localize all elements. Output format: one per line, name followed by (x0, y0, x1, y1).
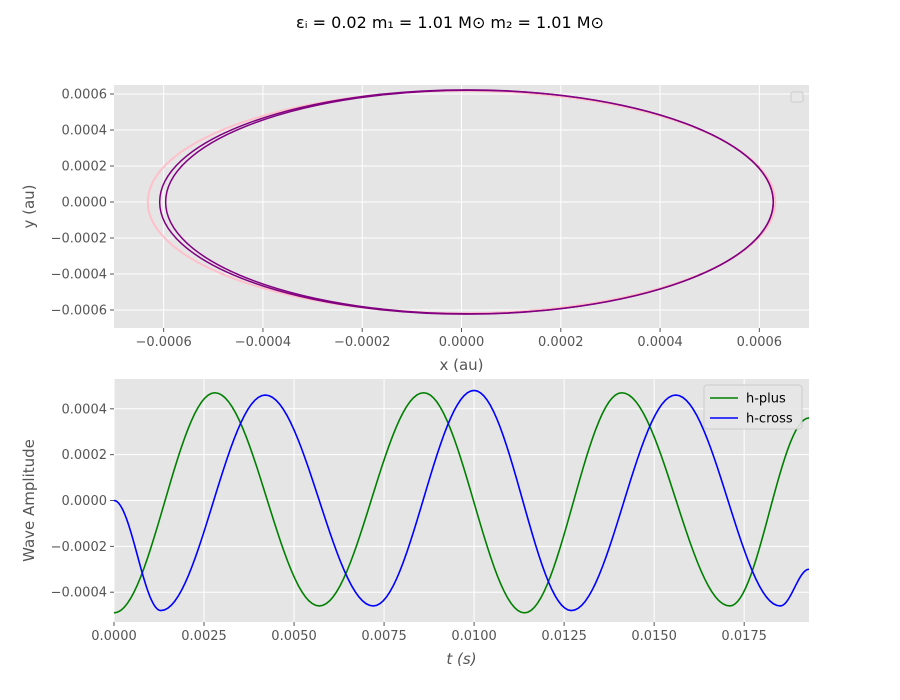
waveform-plot-y-axis-label: Wave Amplitude (20, 439, 38, 562)
waveform-plot-x-ticks: 0.0000 0.0025 0.0050 0.0075 0.0100 0.0125 0.01… (91, 622, 767, 644)
x-tick-label: 0.0004 (637, 335, 683, 350)
orbit-plot-series (146, 89, 777, 315)
waveform-plot-grid (113, 379, 809, 622)
h-plus-line (113, 391, 810, 614)
x-tick-label: 0.0002 (538, 335, 584, 350)
orbit-plot-x-ticks: −0.0006 −0.0004 −0.0002 0.0000 0.0002 0.0004 0… (135, 328, 782, 350)
x-tick-label: −0.0006 (135, 335, 191, 350)
orbit-plot-x-axis-label: x (au) (439, 356, 483, 374)
orbit-plot-y-ticks: −0.0006 −0.0004 −0.0002 0.0000 0.0002 0.0004 0… (51, 88, 114, 319)
y-tick-label: −0.0006 (51, 304, 107, 319)
y-tick-label: 0.0000 (62, 196, 108, 211)
waveform-plot: 0.0000 0.0025 0.0050 0.0075 0.0100 0.0125 0.01… (20, 379, 810, 668)
y-tick-label: 0.0002 (62, 448, 108, 463)
y-tick-label: 0.0002 (62, 160, 108, 175)
x-tick-label: 0.0000 (439, 335, 485, 350)
y-tick-label: −0.0004 (51, 586, 107, 601)
figure-suptitle: εᵢ = 0.02 m₁ = 1.01 M⊙ m₂ = 1.01 M⊙ (296, 13, 604, 32)
x-tick-label: 0.0100 (451, 629, 497, 644)
orbit-plot-y-axis-label: y (au) (20, 184, 38, 228)
y-tick-label: −0.0002 (51, 540, 107, 555)
x-tick-label: 0.0006 (737, 335, 783, 350)
y-tick-label: −0.0004 (51, 268, 107, 283)
x-tick-label: 0.0075 (361, 629, 407, 644)
waveform-plot-legend: h-plus h-cross (703, 384, 803, 430)
orbit-path-2 (164, 89, 775, 315)
y-tick-label: 0.0004 (62, 402, 108, 417)
y-tick-label: 0.0000 (62, 494, 108, 509)
x-tick-label: 0.0125 (541, 629, 587, 644)
x-tick-label: 0.0025 (181, 629, 227, 644)
x-tick-label: 0.0050 (271, 629, 317, 644)
h-cross-line (113, 389, 810, 612)
y-tick-label: −0.0002 (51, 232, 107, 247)
legend-label-h-cross: h-cross (746, 412, 793, 427)
x-tick-label: 0.0175 (721, 629, 767, 644)
x-tick-label: 0.0150 (631, 629, 677, 644)
waveform-plot-series (113, 389, 810, 614)
y-tick-label: 0.0004 (62, 124, 108, 139)
orbit-plot: −0.0006 −0.0004 −0.0002 0.0000 0.0002 0.0004 0… (20, 85, 809, 374)
x-tick-label: −0.0004 (235, 335, 291, 350)
x-tick-label: 0.0000 (91, 629, 137, 644)
waveform-plot-x-axis-label: t (s) (446, 650, 476, 668)
orbit-plot-legend (790, 91, 804, 103)
legend-label-h-plus: h-plus (746, 392, 786, 407)
y-tick-label: 0.0006 (62, 88, 108, 103)
waveform-plot-y-ticks: −0.0004 −0.0002 0.0000 0.0002 0.0004 (51, 402, 114, 601)
x-tick-label: −0.0002 (334, 335, 390, 350)
